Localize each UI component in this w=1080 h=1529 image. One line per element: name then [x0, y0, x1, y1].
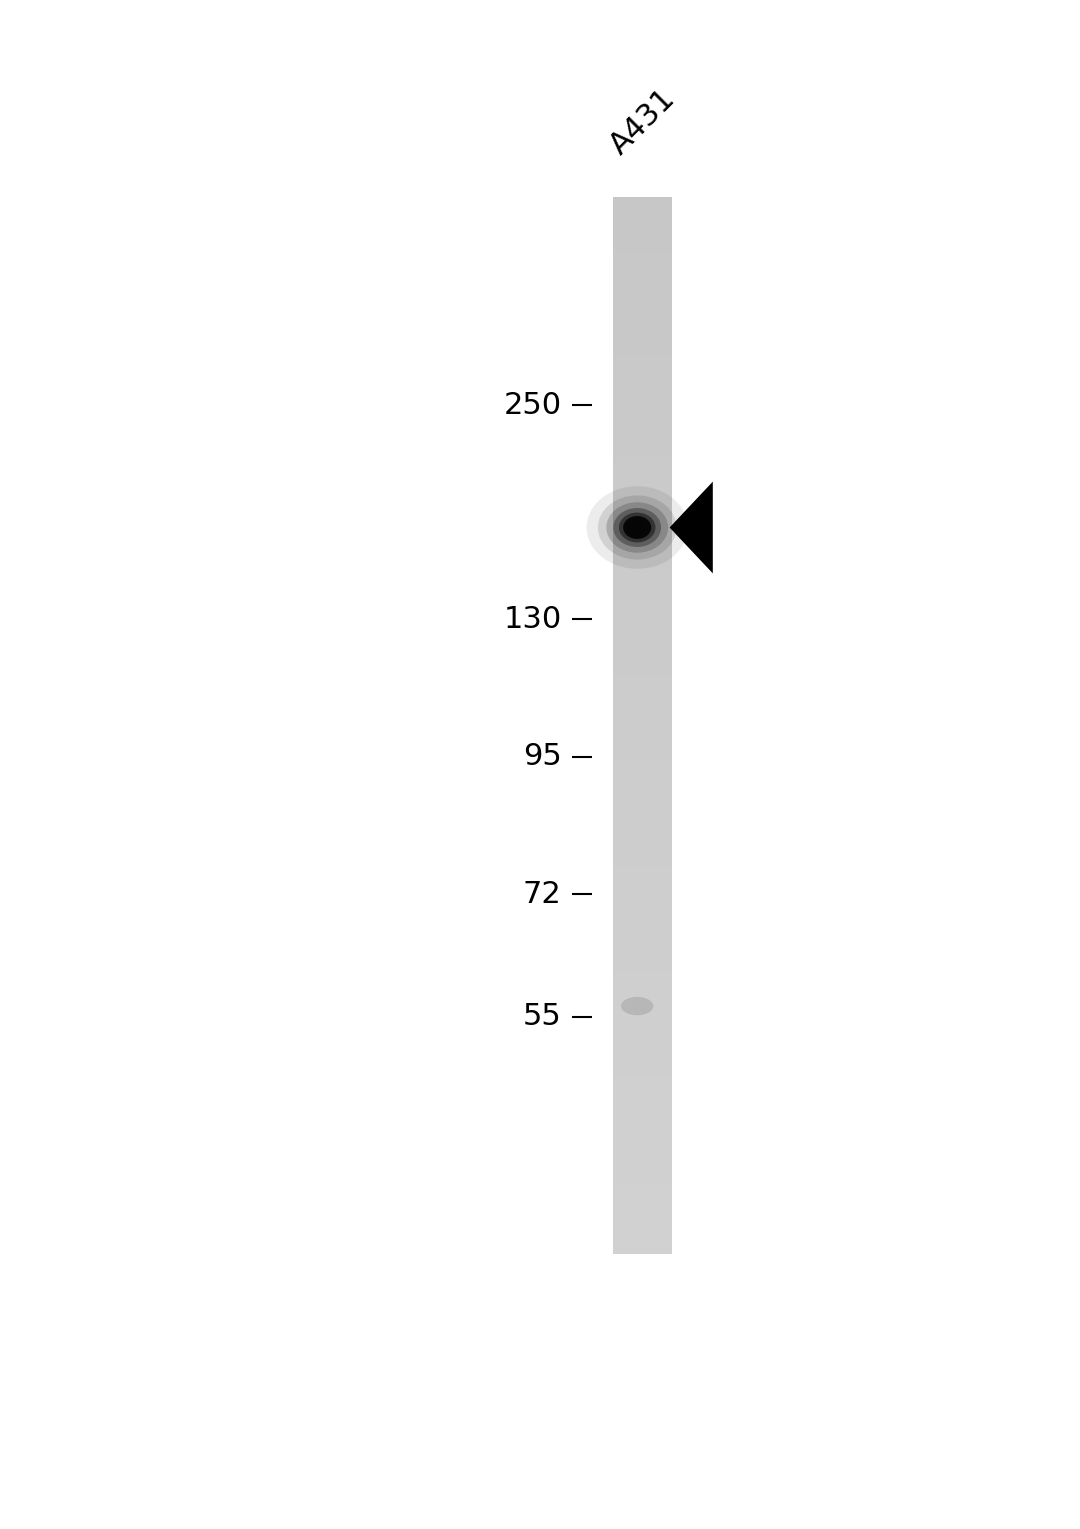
- Bar: [613, 988, 672, 1008]
- Text: 55: 55: [523, 1003, 562, 1031]
- Bar: [613, 673, 672, 691]
- Bar: [613, 936, 672, 954]
- Bar: [613, 1024, 672, 1043]
- Bar: [613, 706, 672, 726]
- Bar: [613, 320, 672, 339]
- Bar: [613, 1182, 672, 1202]
- Bar: [613, 690, 672, 709]
- Text: 95: 95: [523, 743, 562, 771]
- Bar: [613, 425, 672, 445]
- Bar: [613, 795, 672, 813]
- Bar: [613, 1235, 672, 1254]
- Bar: [613, 1058, 672, 1078]
- Bar: [613, 566, 672, 586]
- Bar: [613, 1165, 672, 1183]
- Bar: [613, 268, 672, 287]
- Bar: [613, 1217, 672, 1235]
- Bar: [613, 373, 672, 391]
- Bar: [613, 619, 672, 639]
- Bar: [613, 901, 672, 920]
- Bar: [613, 462, 672, 480]
- Bar: [613, 601, 672, 621]
- Text: 130: 130: [503, 605, 562, 633]
- Bar: [613, 882, 672, 902]
- Bar: [613, 654, 672, 673]
- Bar: [613, 286, 672, 304]
- Bar: [613, 356, 672, 375]
- Polygon shape: [670, 482, 713, 573]
- Bar: [613, 479, 672, 497]
- Ellipse shape: [624, 517, 650, 538]
- Bar: [613, 1128, 672, 1148]
- Bar: [613, 830, 672, 850]
- Bar: [613, 390, 672, 410]
- Ellipse shape: [606, 502, 669, 553]
- Bar: [613, 338, 672, 358]
- Bar: [613, 865, 672, 884]
- Ellipse shape: [613, 508, 661, 547]
- Bar: [613, 777, 672, 797]
- Ellipse shape: [623, 515, 651, 538]
- Ellipse shape: [598, 495, 676, 560]
- Text: 250: 250: [503, 391, 562, 419]
- Ellipse shape: [619, 512, 656, 543]
- Bar: [613, 743, 672, 761]
- Bar: [613, 584, 672, 604]
- Bar: [613, 303, 672, 321]
- Bar: [613, 1041, 672, 1061]
- Bar: [613, 1199, 672, 1219]
- Text: A431: A431: [605, 84, 680, 161]
- Bar: [613, 760, 672, 778]
- Bar: [613, 514, 672, 534]
- Ellipse shape: [629, 520, 646, 534]
- Bar: [613, 971, 672, 991]
- Bar: [613, 408, 672, 428]
- Text: 72: 72: [523, 881, 562, 908]
- Bar: [613, 847, 672, 867]
- Bar: [613, 636, 672, 656]
- Bar: [613, 532, 672, 550]
- Bar: [613, 954, 672, 972]
- Bar: [613, 443, 672, 462]
- Ellipse shape: [621, 997, 653, 1015]
- Bar: [613, 197, 672, 216]
- Bar: [613, 1076, 672, 1095]
- Bar: [613, 232, 672, 251]
- Bar: [613, 725, 672, 743]
- Bar: [613, 495, 672, 515]
- Bar: [613, 812, 672, 832]
- Bar: [613, 249, 672, 269]
- Bar: [613, 549, 672, 567]
- Bar: [613, 1112, 672, 1131]
- Bar: [613, 1006, 672, 1024]
- Ellipse shape: [586, 486, 688, 569]
- Bar: [613, 1095, 672, 1113]
- Bar: [613, 216, 672, 234]
- Bar: [613, 1147, 672, 1165]
- Bar: [613, 917, 672, 937]
